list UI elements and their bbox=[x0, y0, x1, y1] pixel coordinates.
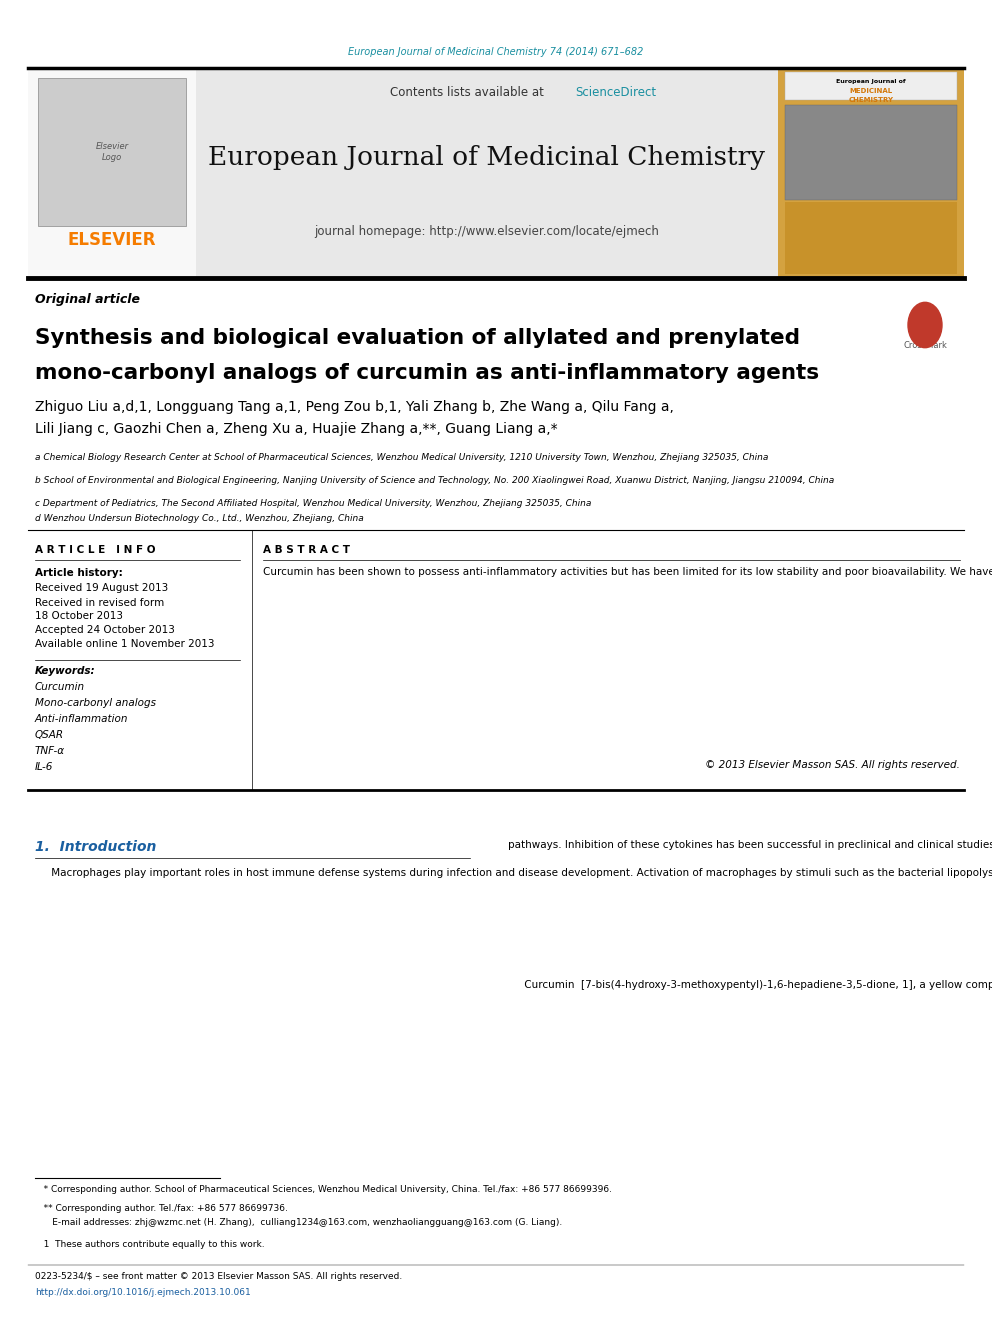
Text: CrossMark: CrossMark bbox=[903, 340, 947, 349]
Circle shape bbox=[908, 303, 942, 348]
Text: Curcumin: Curcumin bbox=[35, 681, 85, 692]
Text: 18 October 2013: 18 October 2013 bbox=[35, 611, 123, 620]
Text: Received in revised form: Received in revised form bbox=[35, 598, 165, 609]
Text: Keywords:: Keywords: bbox=[35, 665, 95, 676]
Text: Original article: Original article bbox=[35, 294, 140, 307]
Text: Available online 1 November 2013: Available online 1 November 2013 bbox=[35, 639, 214, 650]
Text: 0223-5234/$ – see front matter © 2013 Elsevier Masson SAS. All rights reserved.: 0223-5234/$ – see front matter © 2013 El… bbox=[35, 1271, 402, 1281]
Bar bbox=[38, 78, 186, 226]
Bar bbox=[785, 105, 957, 200]
Text: Macrophages play important roles in host immune defense systems during infection: Macrophages play important roles in host… bbox=[35, 868, 992, 878]
Bar bbox=[785, 71, 957, 101]
Text: Curcumin  [7-bis(4-hydroxy-3-methoxypentyl)-1,6-hepadiene-3,5-dione, 1], a yello: Curcumin [7-bis(4-hydroxy-3-methoxypenty… bbox=[508, 980, 992, 990]
Text: journal homepage: http://www.elsevier.com/locate/ejmech: journal homepage: http://www.elsevier.co… bbox=[314, 225, 660, 238]
Text: MEDICINAL: MEDICINAL bbox=[849, 89, 893, 94]
Text: 1.  Introduction: 1. Introduction bbox=[35, 840, 157, 855]
Text: Received 19 August 2013: Received 19 August 2013 bbox=[35, 583, 169, 593]
Text: Accepted 24 October 2013: Accepted 24 October 2013 bbox=[35, 624, 175, 635]
Text: pathways. Inhibition of these cytokines has been successful in preclinical and c: pathways. Inhibition of these cytokines … bbox=[508, 840, 992, 849]
Text: QSAR: QSAR bbox=[35, 730, 64, 740]
Text: TNF-α: TNF-α bbox=[35, 746, 65, 755]
Text: A R T I C L E   I N F O: A R T I C L E I N F O bbox=[35, 545, 156, 556]
Text: E-mail addresses: zhj@wzmc.net (H. Zhang),  culliang1234@163.com, wenzhaolianggu: E-mail addresses: zhj@wzmc.net (H. Zhang… bbox=[35, 1218, 562, 1226]
Text: Article history:: Article history: bbox=[35, 568, 123, 578]
Text: A B S T R A C T: A B S T R A C T bbox=[263, 545, 350, 556]
Text: IL-6: IL-6 bbox=[35, 762, 54, 773]
Text: European Journal of: European Journal of bbox=[836, 79, 906, 85]
Bar bbox=[28, 70, 196, 278]
Bar bbox=[785, 202, 957, 274]
Text: © 2013 Elsevier Masson SAS. All rights reserved.: © 2013 Elsevier Masson SAS. All rights r… bbox=[705, 759, 960, 770]
Text: c Department of Pediatrics, The Second Affiliated Hospital, Wenzhou Medical Univ: c Department of Pediatrics, The Second A… bbox=[35, 499, 591, 508]
Text: European Journal of Medicinal Chemistry: European Journal of Medicinal Chemistry bbox=[208, 146, 766, 171]
Text: Elsevier
Logo: Elsevier Logo bbox=[95, 143, 129, 161]
Text: d Wenzhou Undersun Biotechnology Co., Ltd., Wenzhou, Zhejiang, China: d Wenzhou Undersun Biotechnology Co., Lt… bbox=[35, 515, 364, 523]
Text: ** Corresponding author. Tel./fax: +86 577 86699736.: ** Corresponding author. Tel./fax: +86 5… bbox=[35, 1204, 288, 1213]
Text: Zhiguo Liu a,d,1, Longguang Tang a,1, Peng Zou b,1, Yali Zhang b, Zhe Wang a, Qi: Zhiguo Liu a,d,1, Longguang Tang a,1, Pe… bbox=[35, 400, 674, 414]
Text: a Chemical Biology Research Center at School of Pharmaceutical Sciences, Wenzhou: a Chemical Biology Research Center at Sc… bbox=[35, 452, 769, 462]
Text: ELSEVIER: ELSEVIER bbox=[67, 232, 157, 249]
Text: ScienceDirect: ScienceDirect bbox=[575, 86, 656, 98]
Text: 1  These authors contribute equally to this work.: 1 These authors contribute equally to th… bbox=[35, 1240, 265, 1249]
Text: Contents lists available at: Contents lists available at bbox=[390, 86, 548, 98]
Text: http://dx.doi.org/10.1016/j.ejmech.2013.10.061: http://dx.doi.org/10.1016/j.ejmech.2013.… bbox=[35, 1289, 251, 1297]
Text: Synthesis and biological evaluation of allylated and prenylated: Synthesis and biological evaluation of a… bbox=[35, 328, 800, 348]
Text: Curcumin has been shown to possess anti-inflammatory activities but has been lim: Curcumin has been shown to possess anti-… bbox=[263, 568, 992, 577]
Text: European Journal of Medicinal Chemistry 74 (2014) 671–682: European Journal of Medicinal Chemistry … bbox=[348, 48, 644, 57]
Text: b School of Environmental and Biological Engineering, Nanjing University of Scie: b School of Environmental and Biological… bbox=[35, 476, 834, 486]
Text: mono-carbonyl analogs of curcumin as anti-inflammatory agents: mono-carbonyl analogs of curcumin as ant… bbox=[35, 363, 819, 382]
Text: Lili Jiang c, Gaozhi Chen a, Zheng Xu a, Huajie Zhang a,**, Guang Liang a,*: Lili Jiang c, Gaozhi Chen a, Zheng Xu a,… bbox=[35, 422, 558, 437]
Bar bbox=[778, 70, 964, 278]
Text: * Corresponding author. School of Pharmaceutical Sciences, Wenzhou Medical Unive: * Corresponding author. School of Pharma… bbox=[35, 1185, 612, 1193]
Bar bbox=[196, 70, 778, 278]
Text: Mono-carbonyl analogs: Mono-carbonyl analogs bbox=[35, 699, 156, 708]
Text: ✕: ✕ bbox=[920, 316, 930, 329]
Text: Anti-inflammation: Anti-inflammation bbox=[35, 714, 129, 724]
Text: CHEMISTRY: CHEMISTRY bbox=[848, 97, 894, 103]
